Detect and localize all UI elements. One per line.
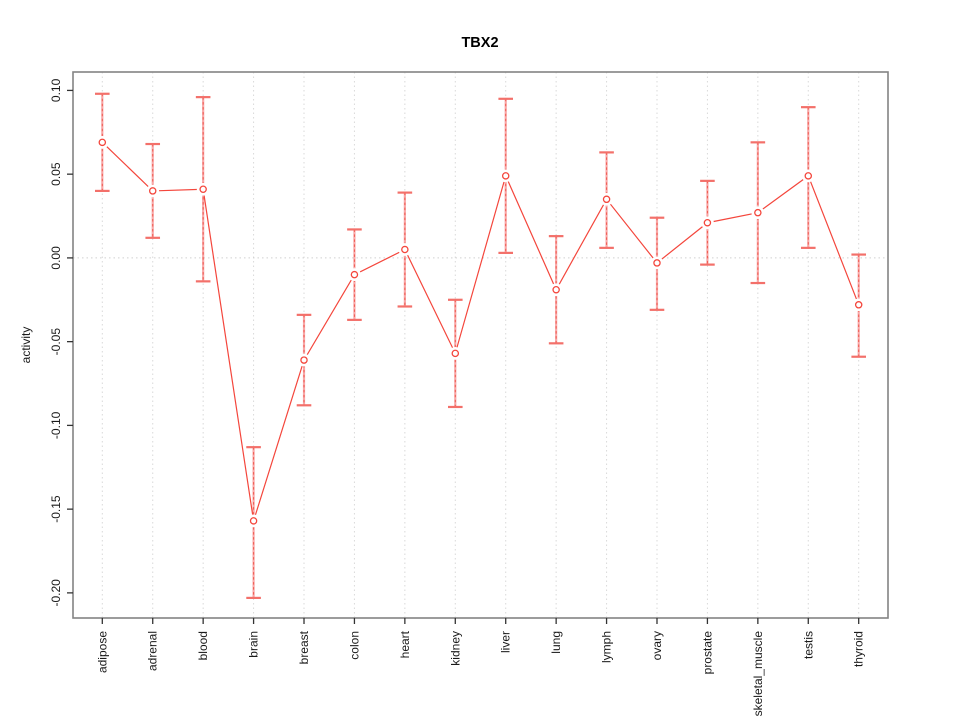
data-point: [300, 356, 308, 364]
x-tick-label: colon: [347, 631, 361, 660]
x-tick-label: lymph: [600, 631, 614, 663]
data-point: [350, 270, 359, 279]
data-point-halo: [852, 298, 866, 312]
y-tick-label: -0.20: [49, 579, 63, 607]
data-point: [653, 259, 661, 267]
data-point: [602, 195, 611, 204]
series-line: [101, 141, 860, 522]
y-tick-label: 0.00: [49, 246, 63, 270]
x-tick-label: testis: [801, 631, 815, 659]
plot-border: [72, 71, 889, 619]
chart-generated-layer: 0.10 0.05 0.00 -0.05 -0.10 -0.15 -0.20 adipose a…: [49, 71, 889, 717]
data-point: [804, 172, 813, 180]
chart-title: TBX2: [461, 35, 498, 51]
data-point-halo: [600, 192, 613, 206]
data-point-halo: [751, 206, 765, 220]
data-point-halo: [297, 353, 311, 367]
x-tick-label: heart: [398, 630, 412, 658]
data-point: [148, 187, 157, 195]
data-point-halo: [196, 182, 210, 196]
x-tick-label: lung: [549, 631, 563, 654]
data-point: [401, 245, 409, 254]
data-point: [501, 172, 510, 180]
data-point: [854, 301, 863, 309]
y-tick-label: -0.05: [49, 328, 63, 356]
data-point: [552, 285, 560, 294]
x-tick-label: prostate: [700, 631, 714, 675]
data-point-halo: [650, 256, 664, 270]
data-point-halo: [499, 169, 513, 183]
data-point-halo: [801, 169, 815, 183]
data-point: [249, 517, 258, 525]
data-point-halo: [549, 283, 563, 297]
data-point: [754, 208, 762, 217]
x-tick-label: ovary: [650, 631, 664, 660]
data-point-halo: [348, 268, 361, 282]
x-tick-label: adipose: [95, 631, 109, 673]
x-tick-label: blood: [196, 631, 210, 660]
data-point: [98, 138, 107, 147]
y-axis-title: activity: [19, 327, 33, 364]
x-tick-label: kidney: [448, 631, 462, 666]
y-tick-label: -0.10: [49, 411, 63, 439]
x-tick-label: thyroid: [852, 631, 866, 667]
x-tick-label: adrenal: [146, 631, 160, 671]
x-tick-label: skeletal_muscle: [751, 631, 765, 717]
y-tick-label: 0.10: [49, 78, 63, 102]
data-point: [199, 185, 207, 193]
data-point-halo: [448, 347, 462, 360]
data-point-halo: [398, 243, 412, 256]
x-tick-label: liver: [499, 631, 513, 653]
data-point: [451, 349, 460, 358]
data-point: [703, 218, 712, 227]
data-point-halo: [247, 514, 260, 528]
y-tick-label: 0.05: [49, 162, 63, 186]
data-point-halo: [146, 184, 160, 198]
x-tick-label: brain: [247, 631, 261, 658]
data-point-halo: [701, 216, 714, 230]
x-tick-label: breast: [297, 630, 311, 664]
data-point-halo: [95, 135, 109, 149]
y-tick-label: -0.15: [49, 495, 63, 523]
